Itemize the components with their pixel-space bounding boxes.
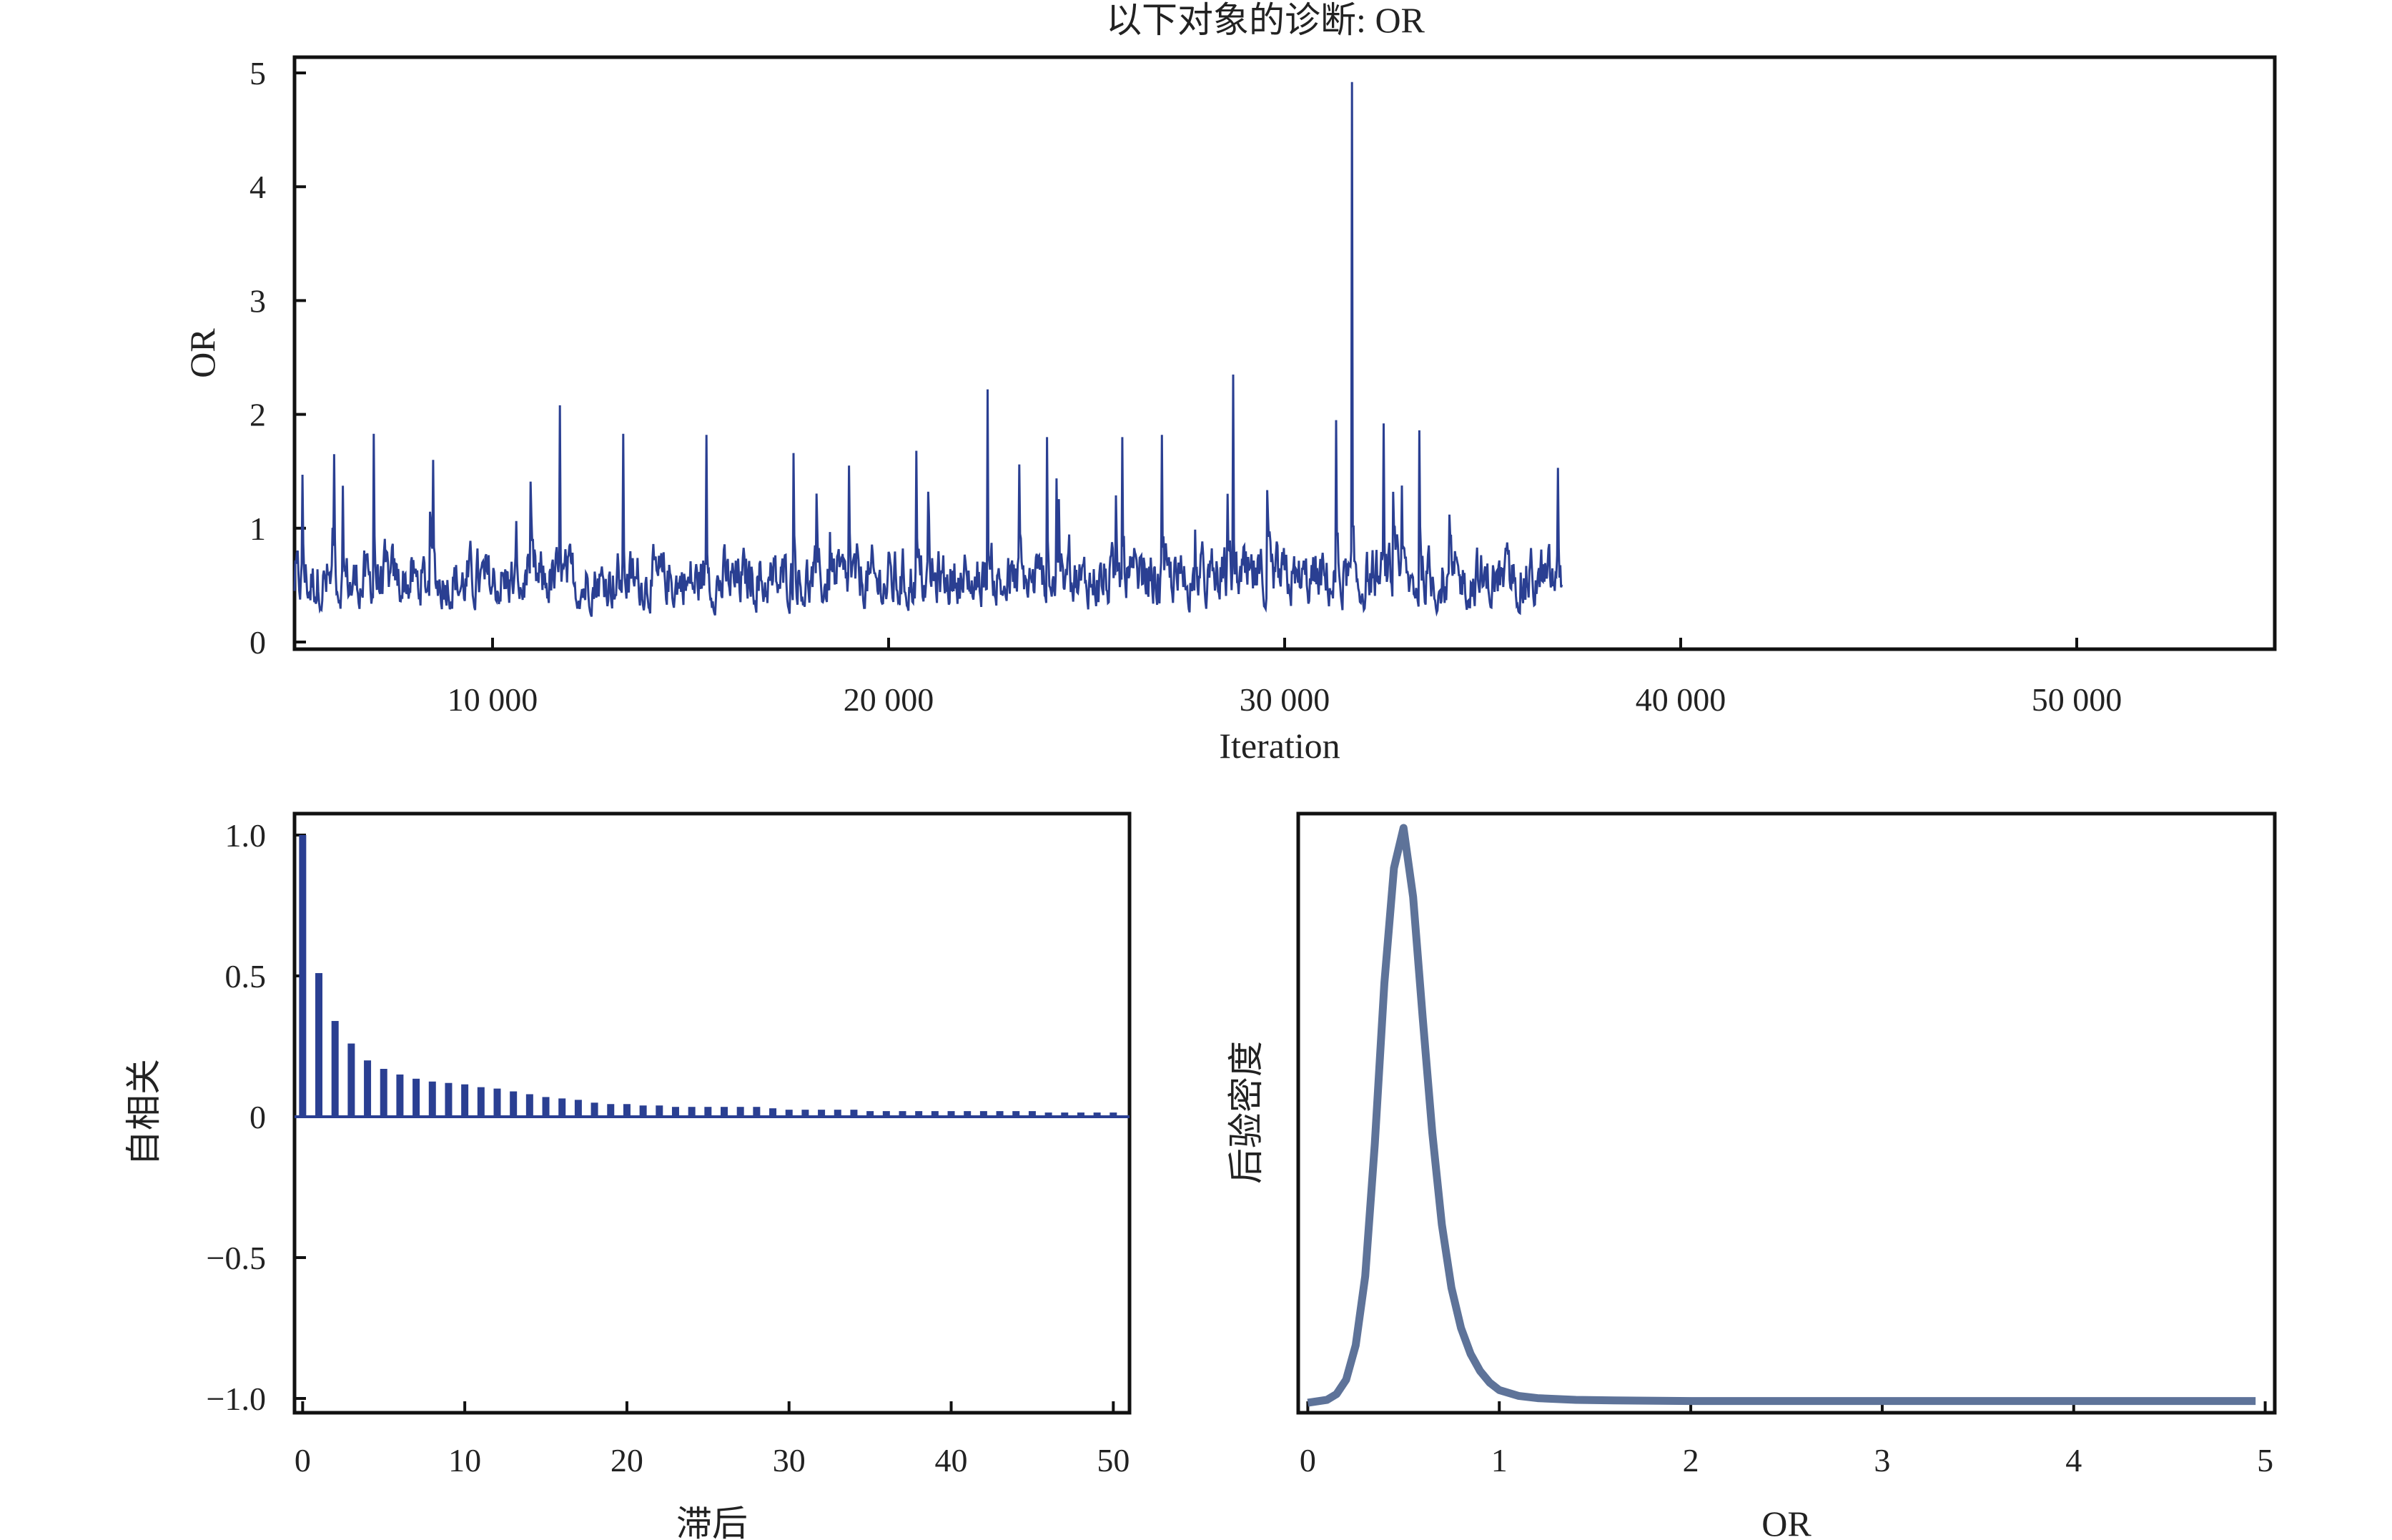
- acf-bar: [899, 1111, 906, 1117]
- trace-panel: 10 000 20 000 30 000 40 000 50 000 0 1 2 3 4 5 Ite…: [182, 55, 2277, 766]
- density-xtick-label: 4: [2065, 1442, 2082, 1479]
- density-xlabel: OR: [1761, 1504, 1812, 1540]
- acf-bar: [1012, 1111, 1020, 1117]
- acf-xlabel: 滞后: [676, 1504, 748, 1540]
- trace-ylabel: OR: [182, 328, 222, 378]
- acf-bar: [1093, 1112, 1101, 1117]
- acf-xtick-label: 50: [1097, 1442, 1130, 1479]
- acf-bar: [590, 1102, 598, 1117]
- acf-bar: [721, 1107, 728, 1117]
- acf-bar: [1028, 1111, 1036, 1117]
- acf-xtick-label: 40: [935, 1442, 968, 1479]
- acf-ylabel: 自相关: [124, 1059, 164, 1166]
- density-xtick-label: 0: [1300, 1442, 1316, 1479]
- acf-xtick-label: 30: [773, 1442, 806, 1479]
- acf-bar: [704, 1107, 712, 1117]
- acf-ytick-label: 0.5: [225, 958, 267, 994]
- density-xtick-label: 1: [1491, 1442, 1508, 1479]
- acf-bar: [656, 1105, 663, 1117]
- acf-bar: [380, 1069, 387, 1117]
- trace-ytick-label: 4: [249, 169, 266, 205]
- acf-bar: [1077, 1112, 1084, 1117]
- acf-bar: [996, 1111, 1004, 1117]
- acf-ytick-label: −1.0: [207, 1381, 266, 1417]
- acf-bar: [493, 1088, 501, 1117]
- acf-bar: [931, 1111, 939, 1117]
- acf-bar: [315, 973, 323, 1117]
- acf-bar: [525, 1094, 533, 1117]
- acf-bar: [639, 1105, 647, 1117]
- figure-title: 以下对象的诊断: OR: [1106, 0, 1425, 40]
- acf-bar: [947, 1111, 955, 1117]
- acf-bar: [1061, 1112, 1069, 1117]
- acf-bar: [445, 1082, 453, 1117]
- trace-ytick-label: 5: [249, 55, 266, 92]
- acf-plot-frame: [292, 811, 1132, 1415]
- acf-bar: [753, 1107, 761, 1117]
- acf-bar: [671, 1107, 679, 1117]
- trace-ytick-label: 1: [249, 510, 266, 547]
- trace-xtick-label: 30 000: [1240, 681, 1330, 718]
- acf-bar: [850, 1110, 858, 1117]
- density-curve: [1307, 824, 2256, 1407]
- acf-bar: [818, 1110, 826, 1117]
- acf-bar: [428, 1081, 436, 1117]
- acf-xtick-label: 0: [295, 1442, 311, 1479]
- acf-bar: [1044, 1112, 1052, 1117]
- acf-ytick-label: 1.0: [225, 817, 267, 854]
- acf-bar: [623, 1104, 631, 1117]
- trace-xtick-label: 20 000: [844, 681, 934, 718]
- acf-bar: [607, 1104, 615, 1117]
- acf-bar: [331, 1021, 339, 1117]
- acf-bar: [769, 1108, 777, 1117]
- acf-bar: [542, 1097, 550, 1117]
- trace-ytick-label: 2: [249, 397, 266, 433]
- acf-bar: [477, 1087, 485, 1117]
- acf-bar: [866, 1111, 874, 1117]
- acf-bar: [364, 1060, 372, 1117]
- acf-panel: 0 10 20 30 40 50 1.0 0.5 0 −0.5 −1.0 滞后 自相关: [124, 811, 1132, 1540]
- trace-ytick-label: 3: [249, 282, 266, 319]
- acf-bar: [785, 1110, 793, 1117]
- acf-bar: [736, 1107, 744, 1117]
- density-xtick-label: 2: [1683, 1442, 1699, 1479]
- acf-bar: [834, 1110, 841, 1117]
- acf-bar: [1109, 1112, 1117, 1117]
- acf-bar: [979, 1111, 987, 1117]
- trace-series-line: [293, 82, 1563, 617]
- trace-xtick-label: 10 000: [448, 681, 538, 718]
- acf-ytick-label: 0: [249, 1099, 266, 1135]
- acf-bar: [461, 1084, 469, 1117]
- density-panel: 0 1 2 3 4 5 OR 后验密度: [1226, 811, 2277, 1540]
- acf-bar: [574, 1100, 582, 1117]
- density-xtick-label: 5: [2257, 1442, 2273, 1479]
- density-xtick-label: 3: [1874, 1442, 1890, 1479]
- acf-bar: [396, 1074, 404, 1117]
- density-ylabel: 后验密度: [1226, 1041, 1266, 1184]
- acf-bar: [882, 1111, 890, 1117]
- acf-bar: [801, 1110, 809, 1117]
- acf-xtick-label: 10: [448, 1442, 481, 1479]
- trace-xtick-label: 50 000: [2032, 681, 2122, 718]
- acf-bar: [558, 1098, 566, 1117]
- acf-ytick-label: −0.5: [207, 1240, 266, 1276]
- acf-bar: [915, 1111, 923, 1117]
- acf-bar: [347, 1043, 355, 1117]
- trace-xtick-label: 40 000: [1636, 681, 1726, 718]
- density-plot-frame: [1296, 811, 2277, 1415]
- acf-bar: [299, 835, 307, 1117]
- trace-ytick-label: 0: [249, 624, 266, 661]
- trace-xlabel: Iteration: [1219, 726, 1340, 766]
- acf-xtick-label: 20: [611, 1442, 643, 1479]
- acf-bar: [688, 1107, 696, 1117]
- acf-bar: [412, 1078, 420, 1117]
- acf-bar: [510, 1091, 518, 1117]
- acf-bar: [964, 1111, 972, 1117]
